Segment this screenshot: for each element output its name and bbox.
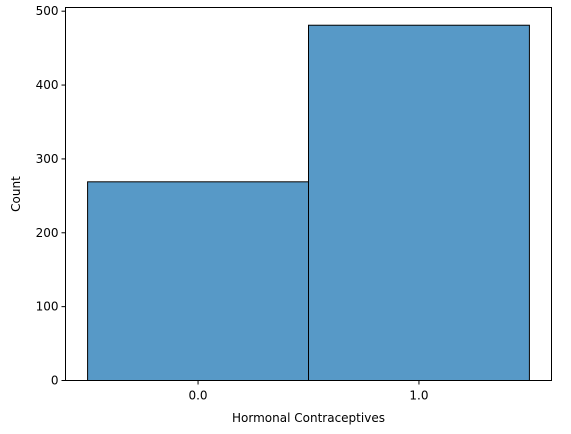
bars-group [87, 24, 530, 381]
y-axis-ticks: 0 100 200 300 400 500 [36, 4, 66, 388]
y-axis-label: Count [9, 176, 23, 212]
x-axis-label: Hormonal Contraceptives [232, 411, 385, 425]
y-tick-label: 500 [36, 4, 59, 18]
x-axis-ticks: 0.0 1.0 [188, 380, 429, 403]
y-tick-label: 100 [36, 300, 59, 314]
plot-frame [65, 7, 552, 381]
x-tick-label: 0.0 [188, 389, 207, 403]
y-tick-label: 300 [36, 152, 59, 166]
x-tick-label: 1.0 [409, 389, 428, 403]
y-tick-label: 0 [51, 374, 59, 388]
y-tick-label: 200 [36, 226, 59, 240]
y-tick-label: 400 [36, 78, 59, 92]
bar-0.0 [87, 181, 309, 381]
bar-1.0 [308, 24, 530, 381]
